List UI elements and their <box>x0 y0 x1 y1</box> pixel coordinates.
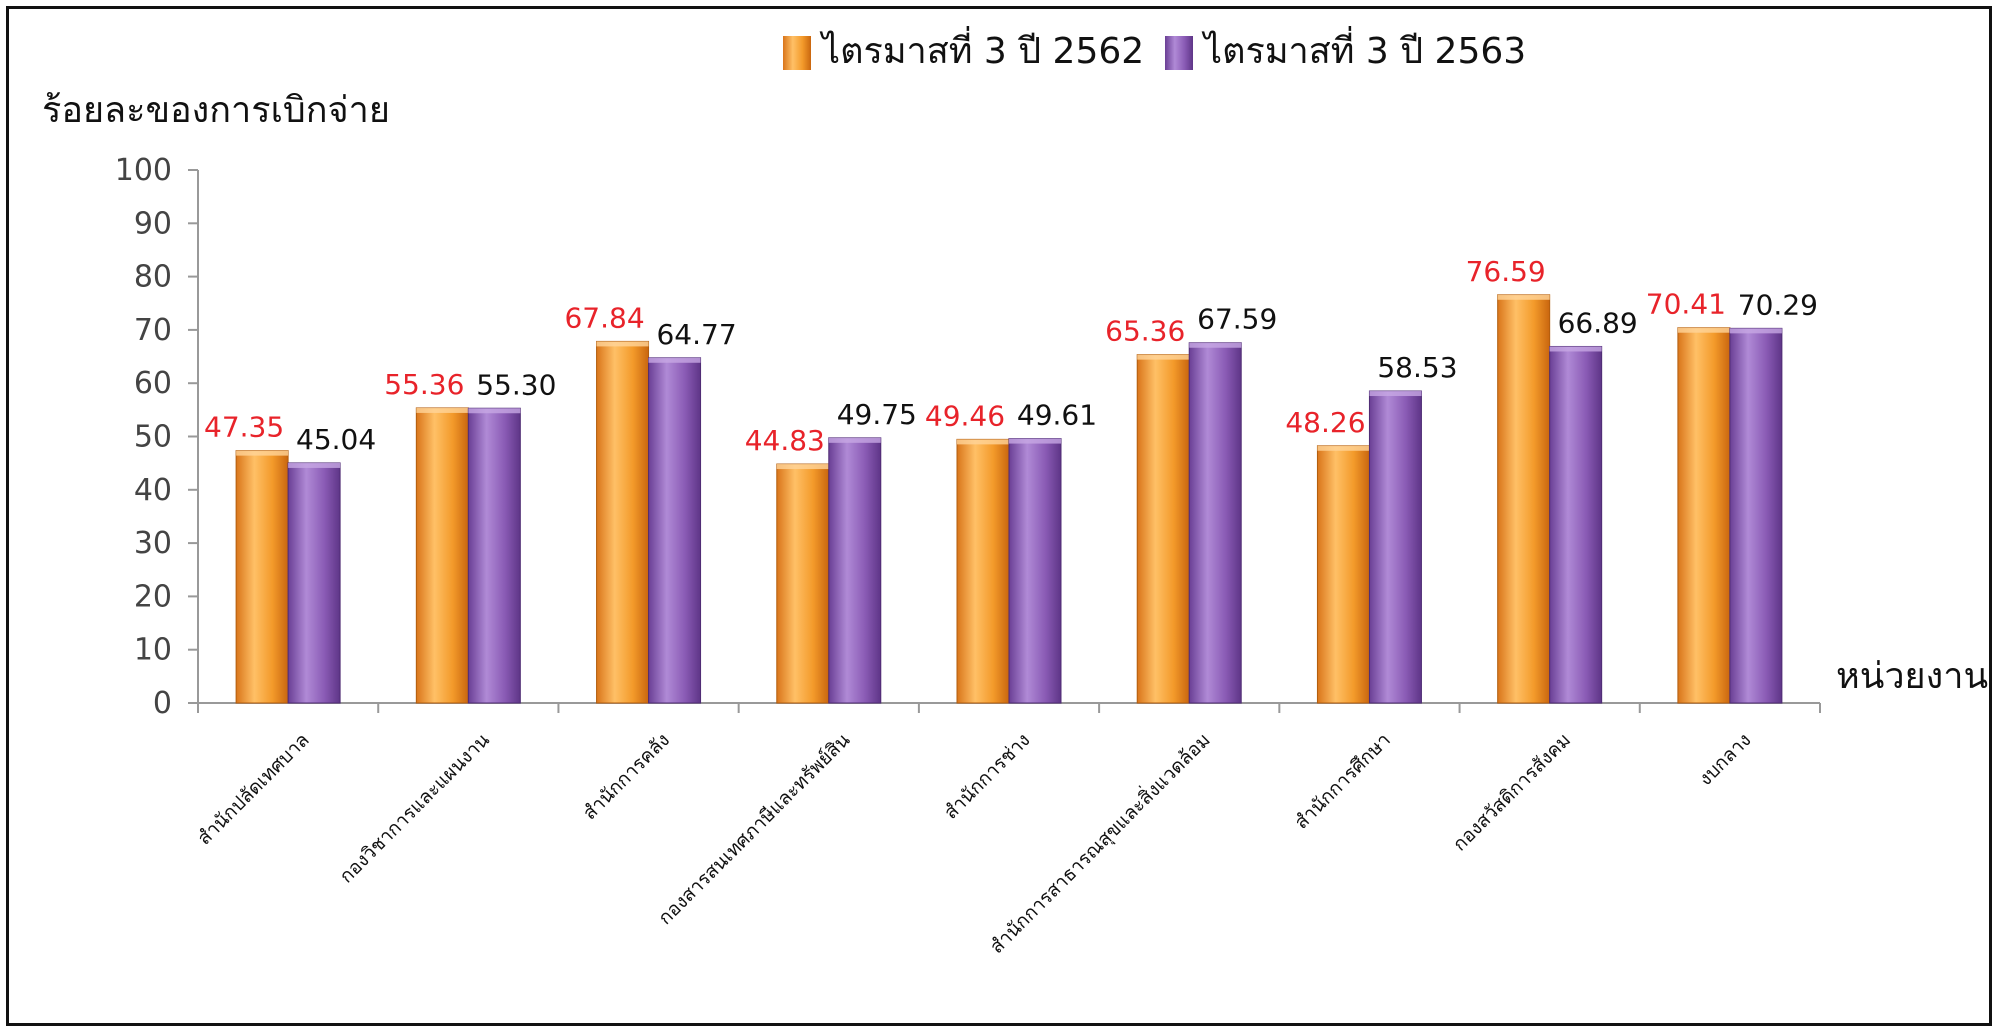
y-tick-label: 100 <box>115 153 172 188</box>
bar-top-highlight <box>648 357 701 363</box>
data-label-2562: 70.41 <box>1646 288 1726 321</box>
y-tick-label: 70 <box>134 313 172 348</box>
data-label-2563: 58.53 <box>1377 351 1457 384</box>
legend-swatch-2562 <box>783 36 811 70</box>
bar-2563 <box>1188 342 1242 704</box>
bar-top-highlight <box>1497 294 1550 300</box>
x-tick-label: สำนักปลัดเทศบาล <box>193 729 313 849</box>
legend: ไตรมาสที่ 3 ปี 2562 ไตรมาสที่ 3 ปี 2563 <box>783 26 1526 72</box>
data-label-2562: 67.84 <box>564 301 644 334</box>
bar-2562 <box>1316 445 1370 704</box>
bar-2562 <box>1497 294 1551 704</box>
y-tick-label: 80 <box>134 260 172 295</box>
x-tick-label: สำนักการสาธารณสุขและสิ่งแวดล้อม <box>984 727 1216 959</box>
bar-2563 <box>1368 390 1422 704</box>
x-tick-label: กองวิชาการและแผนงาน <box>335 729 494 888</box>
data-label-2562: 44.83 <box>745 424 825 457</box>
data-label-2562: 47.35 <box>204 411 284 444</box>
data-label-2563: 49.75 <box>837 398 917 431</box>
data-label-2563: 45.04 <box>296 423 376 456</box>
data-label-2563: 49.61 <box>1017 399 1097 432</box>
bar-top-highlight <box>468 408 521 414</box>
y-tick-label: 40 <box>134 473 172 508</box>
x-tick-label: งบกลาง <box>1694 729 1755 790</box>
y-tick-label: 30 <box>134 526 172 561</box>
data-label-2563: 66.89 <box>1558 306 1638 339</box>
y-tick-label: 10 <box>134 633 172 668</box>
legend-label-2562: ไตรมาสที่ 3 ปี 2562 <box>819 26 1144 72</box>
x-axis-title: หน่วยงาน <box>1836 656 1988 697</box>
data-label-2563: 67.59 <box>1197 303 1277 336</box>
y-tick-label: 90 <box>134 206 172 241</box>
data-label-2562: 49.46 <box>925 399 1005 432</box>
x-tick-label: สำนักการคลัง <box>579 729 674 824</box>
bar-top-highlight <box>828 437 881 443</box>
bar-2563 <box>467 407 521 704</box>
y-ticks: 0 10 20 30 40 50 60 70 80 90 100 <box>115 153 198 721</box>
y-tick-label: 20 <box>134 579 172 614</box>
legend-swatch-2563 <box>1165 36 1193 70</box>
bar-top-highlight <box>957 439 1009 445</box>
bar-top-highlight <box>1317 445 1370 451</box>
bar-2562 <box>776 463 830 704</box>
x-tick-label: สำนักการศึกษา <box>1290 729 1395 834</box>
x-tick-label: สำนักการช่าง <box>940 729 1035 824</box>
x-ticks: สำนักปลัดเทศบาล กองวิชาการและแผนงาน สำนักก… <box>193 703 1821 959</box>
bar-top-highlight <box>236 450 289 456</box>
bar-2562 <box>1677 327 1731 704</box>
bar-2563 <box>1008 438 1062 704</box>
data-label-2562: 48.26 <box>1285 406 1365 439</box>
y-axis-title: ร้อยละของการเบิกจ่าย <box>42 90 390 131</box>
bar-2563 <box>1729 327 1783 704</box>
data-label-2562: 55.36 <box>384 368 464 401</box>
bar-top-highlight <box>776 464 829 470</box>
x-tick-label: กองสารสนเทศภาษีและทรัพย์สิน <box>654 729 854 929</box>
bar-top-highlight <box>288 462 341 468</box>
y-tick-label: 60 <box>134 366 172 401</box>
bar-top-highlight <box>1137 354 1190 360</box>
legend-label-2563: ไตรมาสที่ 3 ปี 2563 <box>1201 26 1526 72</box>
data-label-2562: 76.59 <box>1466 255 1546 288</box>
bar-2562 <box>415 407 469 704</box>
bar-2563 <box>287 462 341 704</box>
bar-2563 <box>648 357 702 704</box>
bar-top-highlight <box>1009 438 1061 444</box>
data-label-2563: 64.77 <box>656 318 736 351</box>
bar-2562 <box>956 438 1010 704</box>
bar-top-highlight <box>416 407 469 413</box>
bar-2563 <box>1549 345 1603 704</box>
bar-2562 <box>1136 354 1190 704</box>
data-label-2563: 55.30 <box>476 368 556 401</box>
bar-2562 <box>235 450 289 704</box>
y-tick-label: 50 <box>134 420 172 455</box>
bar-top-highlight <box>1729 328 1782 334</box>
data-label-2562: 65.36 <box>1105 315 1185 348</box>
data-labels: 47.35 55.36 67.84 44.83 49.46 65.36 48.26 76.59… <box>204 255 1818 457</box>
data-label-2563: 70.29 <box>1738 288 1818 321</box>
bar-top-highlight <box>1369 391 1422 397</box>
bar-top-highlight <box>1677 327 1730 333</box>
bar-top-highlight <box>1549 346 1602 352</box>
y-tick-label: 0 <box>153 686 172 721</box>
x-tick-label: กองสวัสดิการสังคม <box>1449 729 1575 855</box>
bar-2562 <box>596 340 650 704</box>
bar-top-highlight <box>1189 342 1242 348</box>
bar-top-highlight <box>596 341 649 347</box>
bars <box>235 294 1783 704</box>
bar-2563 <box>828 437 882 704</box>
